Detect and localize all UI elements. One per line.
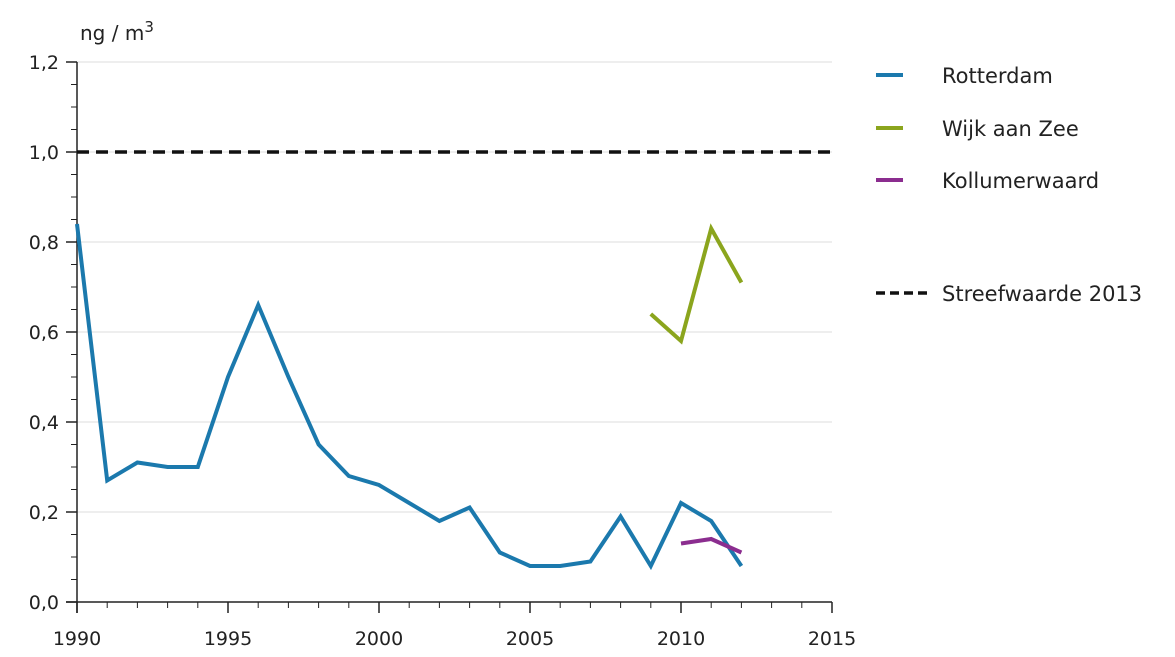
plot-series bbox=[75, 150, 832, 571]
x-tick-label: 2010 bbox=[657, 628, 705, 650]
y-unit-label: ng / m3 bbox=[80, 18, 154, 45]
legend-label-wijk-aan-zee: Wijk aan Zee bbox=[942, 117, 1079, 141]
legend: Rotterdam Wijk aan Zee Kollumerwaard Streef… bbox=[876, 64, 1142, 306]
x-tick-label: 2005 bbox=[506, 628, 554, 650]
axes: 0,0 0,2 0,4 0,6 0,8 1,0 1,2 1990 1995 2000 2005 201… bbox=[29, 52, 856, 650]
y-unit-base: ng / m bbox=[80, 21, 144, 45]
series-line-kollumerwaard bbox=[680, 536, 743, 555]
y-tick-label: 1,2 bbox=[29, 52, 59, 74]
legend-label-reference: Streefwaarde 2013 bbox=[942, 282, 1142, 306]
legend-label-rotterdam: Rotterdam bbox=[942, 64, 1053, 88]
y-tick-label: 1,0 bbox=[29, 142, 59, 164]
x-tick-label: 2015 bbox=[808, 628, 856, 650]
y-tick-label: 0,6 bbox=[29, 322, 59, 344]
y-tick-label: 0,8 bbox=[29, 232, 59, 254]
legend-label-kollumerwaard: Kollumerwaard bbox=[942, 169, 1099, 193]
x-tick-label: 1995 bbox=[204, 628, 252, 650]
series-line-wijk-aan-zee bbox=[649, 223, 744, 345]
y-tick-label: 0,2 bbox=[29, 502, 59, 524]
series-line-rotterdam bbox=[75, 223, 744, 571]
x-tick-label: 1990 bbox=[53, 628, 101, 650]
y-unit-exponent: 3 bbox=[144, 18, 154, 36]
grid bbox=[77, 61, 832, 513]
x-tick-label: 2000 bbox=[355, 628, 403, 650]
y-tick-label: 0,0 bbox=[29, 592, 59, 614]
y-tick-label: 0,4 bbox=[29, 412, 59, 434]
